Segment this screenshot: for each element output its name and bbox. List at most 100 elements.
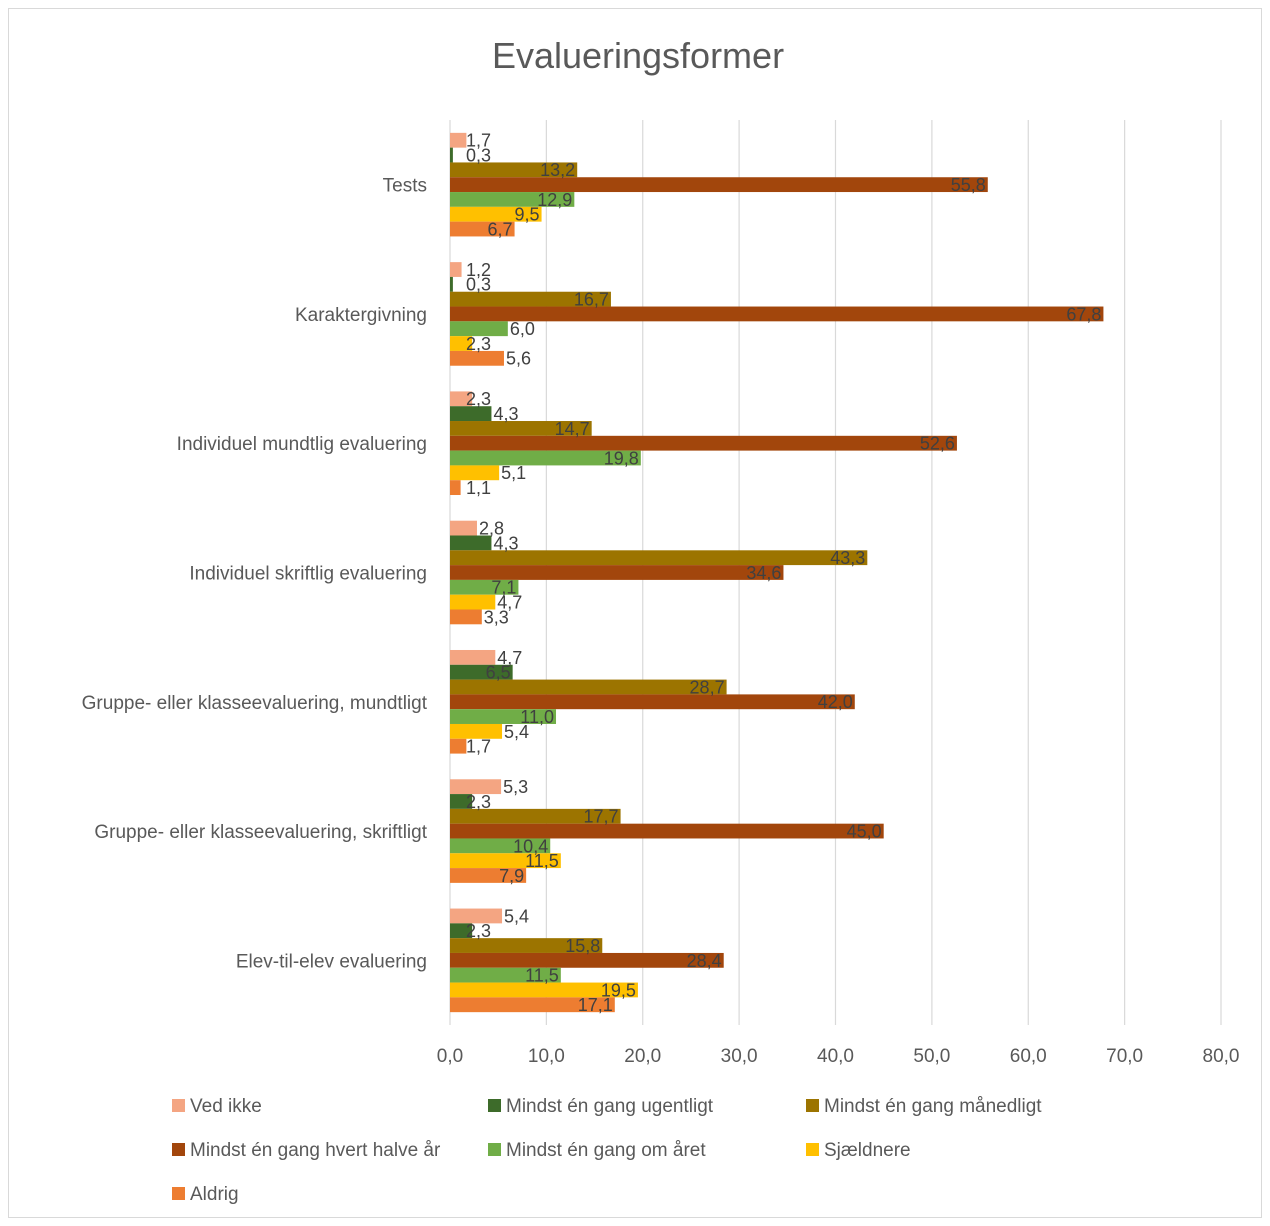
category-label-4: Gruppe- eller klasseevaluering, mundtlig…: [82, 693, 428, 714]
legend-swatch-2: [806, 1099, 819, 1112]
bar-3-3: [450, 565, 784, 580]
data-label-5-4: 10,4: [513, 836, 548, 856]
data-label-6-5: 19,5: [601, 980, 636, 1000]
data-label-1-5: 2,3: [466, 334, 491, 354]
bar-6-3: [450, 952, 724, 968]
bar-5-4: [450, 838, 551, 854]
legend: Ved ikke Mindst én gang ugentligt Mindst é…: [172, 1096, 1042, 1205]
bar-5-2: [450, 808, 621, 824]
data-label-6-4: 11,5: [525, 966, 559, 986]
data-label-3-1: 4,3: [493, 533, 518, 553]
bar-4-5: [450, 723, 503, 739]
data-label-1-4: 6,0: [510, 319, 535, 339]
data-label-4-3: 42,0: [818, 692, 853, 712]
data-label-2-6: 1,1: [466, 478, 491, 498]
bar-6-4: [450, 967, 561, 983]
chart-frame: [8, 8, 1262, 1218]
bar-4-3: [450, 694, 855, 710]
data-label-2-0: 2,3: [466, 389, 491, 409]
data-label-1-1: 0,3: [466, 275, 491, 295]
bar-3-1: [450, 535, 492, 551]
data-label-4-2: 28,7: [690, 677, 725, 697]
bar-2-1: [450, 406, 492, 422]
data-label-0-3: 55,8: [951, 175, 986, 195]
data-label-4-4: 11,0: [520, 707, 554, 727]
data-label-0-2: 13,2: [540, 160, 575, 180]
legend-label-2: Mindst én gang månedligt: [824, 1096, 1042, 1117]
bar-2-0: [450, 391, 473, 407]
legend-swatch-1: [488, 1099, 501, 1112]
x-tick-label-8: 80,0: [1203, 1046, 1240, 1067]
bar-4-1: [450, 664, 513, 680]
data-label-5-6: 7,9: [499, 866, 524, 886]
data-label-3-3: 34,6: [746, 563, 781, 583]
x-axis-ticks: 0,0 10,0 20,0 30,0 40,0 50,0 60,0 70,0 80,0: [437, 1046, 1240, 1067]
bar-6-1: [450, 923, 473, 939]
category-label-3: Individuel skriftlig evaluering: [189, 564, 427, 585]
legend-swatch-0: [172, 1099, 185, 1112]
bar-1-6: [450, 350, 504, 366]
bar-1-5: [450, 336, 473, 351]
bar-5-6: [450, 868, 527, 883]
bar-1-1: [450, 276, 453, 292]
bar-4-2: [450, 679, 727, 695]
legend-label-5: Sjældnere: [824, 1140, 911, 1161]
data-label-4-0: 4,7: [497, 648, 522, 668]
data-label-0-5: 9,5: [515, 205, 540, 225]
data-label-1-0: 1,2: [466, 260, 491, 280]
x-tick-label-3: 30,0: [721, 1046, 758, 1067]
data-label-6-6: 17,1: [578, 995, 613, 1015]
bar-2-5: [450, 465, 500, 481]
chart-title: Evalueringsformer: [492, 35, 784, 76]
bar-5-5: [450, 853, 561, 869]
legend-label-0: Ved ikke: [190, 1096, 262, 1117]
bar-5-3: [450, 823, 884, 839]
data-label-1-6: 5,6: [506, 349, 531, 369]
legend-label-6: Aldrig: [190, 1184, 239, 1205]
x-tick-label-6: 60,0: [1010, 1046, 1047, 1067]
bar-0-3: [450, 177, 988, 193]
legend-label-4: Mindst én gang om året: [506, 1140, 706, 1161]
bar-4-0: [450, 649, 496, 665]
data-label-2-4: 19,8: [604, 448, 639, 468]
bar-6-2: [450, 938, 603, 953]
bar-5-1: [450, 794, 473, 809]
data-label-6-0: 5,4: [504, 906, 529, 926]
bar-6-5: [450, 982, 638, 998]
data-label-4-5: 5,4: [504, 722, 529, 742]
data-label-3-2: 43,3: [830, 548, 865, 568]
legend-swatch-4: [488, 1143, 501, 1156]
category-label-5: Gruppe- eller klasseevaluering, skriftli…: [94, 822, 427, 843]
x-tick-label-0: 0,0: [437, 1046, 463, 1067]
legend-swatch-6: [172, 1187, 185, 1200]
data-label-1-3: 67,8: [1066, 304, 1101, 324]
data-label-2-5: 5,1: [501, 463, 526, 483]
bar-3-4: [450, 579, 519, 595]
bar-1-2: [450, 291, 611, 307]
bar-0-4: [450, 192, 575, 207]
data-label-6-3: 28,4: [687, 951, 722, 971]
bar-6-0: [450, 908, 503, 924]
bar-0-1: [450, 147, 453, 163]
x-tick-label-2: 20,0: [624, 1046, 661, 1067]
bar-0-0: [450, 132, 467, 148]
data-label-0-4: 12,9: [537, 190, 572, 210]
category-label-6: Elev-til-elev evaluering: [236, 951, 427, 972]
x-tick-label-5: 50,0: [913, 1046, 950, 1067]
bar-6-6: [450, 997, 615, 1013]
bar-2-4: [450, 450, 641, 466]
bar-3-2: [450, 550, 868, 566]
data-label-3-0: 2,8: [479, 519, 504, 539]
data-label-2-1: 4,3: [493, 404, 518, 424]
bar-4-4: [450, 709, 557, 724]
legend-swatch-5: [806, 1143, 819, 1156]
category-labels: Tests Karaktergivning Individuel mundtlig …: [82, 176, 428, 973]
data-label-5-3: 45,0: [847, 821, 882, 841]
bars: [450, 132, 1104, 1013]
x-tick-label-1: 10,0: [528, 1046, 565, 1067]
data-label-5-5: 11,5: [525, 851, 559, 871]
bar-0-2: [450, 162, 578, 178]
data-label-5-2: 17,7: [584, 807, 619, 827]
category-label-2: Individuel mundtlig evaluering: [177, 434, 427, 455]
bar-2-6: [450, 480, 461, 496]
